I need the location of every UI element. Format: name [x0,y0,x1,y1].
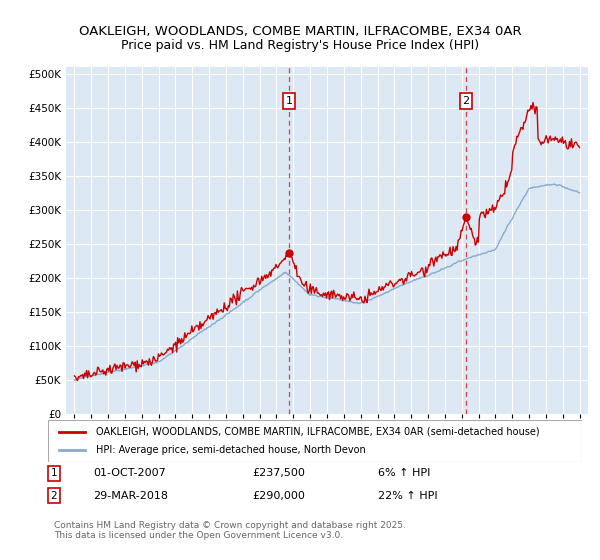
Text: OAKLEIGH, WOODLANDS, COMBE MARTIN, ILFRACOMBE, EX34 0AR (semi-detached house): OAKLEIGH, WOODLANDS, COMBE MARTIN, ILFRA… [96,427,539,437]
Text: HPI: Average price, semi-detached house, North Devon: HPI: Average price, semi-detached house,… [96,445,366,455]
Text: 22% ↑ HPI: 22% ↑ HPI [378,491,437,501]
Text: 01-OCT-2007: 01-OCT-2007 [93,468,166,478]
Text: 2: 2 [50,491,58,501]
Text: 2: 2 [463,96,469,106]
Text: 6% ↑ HPI: 6% ↑ HPI [378,468,430,478]
Text: £237,500: £237,500 [252,468,305,478]
Text: 1: 1 [286,96,293,106]
Text: £290,000: £290,000 [252,491,305,501]
Text: 29-MAR-2018: 29-MAR-2018 [93,491,168,501]
Text: 1: 1 [50,468,58,478]
Text: OAKLEIGH, WOODLANDS, COMBE MARTIN, ILFRACOMBE, EX34 0AR: OAKLEIGH, WOODLANDS, COMBE MARTIN, ILFRA… [79,25,521,38]
Text: Contains HM Land Registry data © Crown copyright and database right 2025.
This d: Contains HM Land Registry data © Crown c… [54,521,406,540]
Text: Price paid vs. HM Land Registry's House Price Index (HPI): Price paid vs. HM Land Registry's House … [121,39,479,52]
